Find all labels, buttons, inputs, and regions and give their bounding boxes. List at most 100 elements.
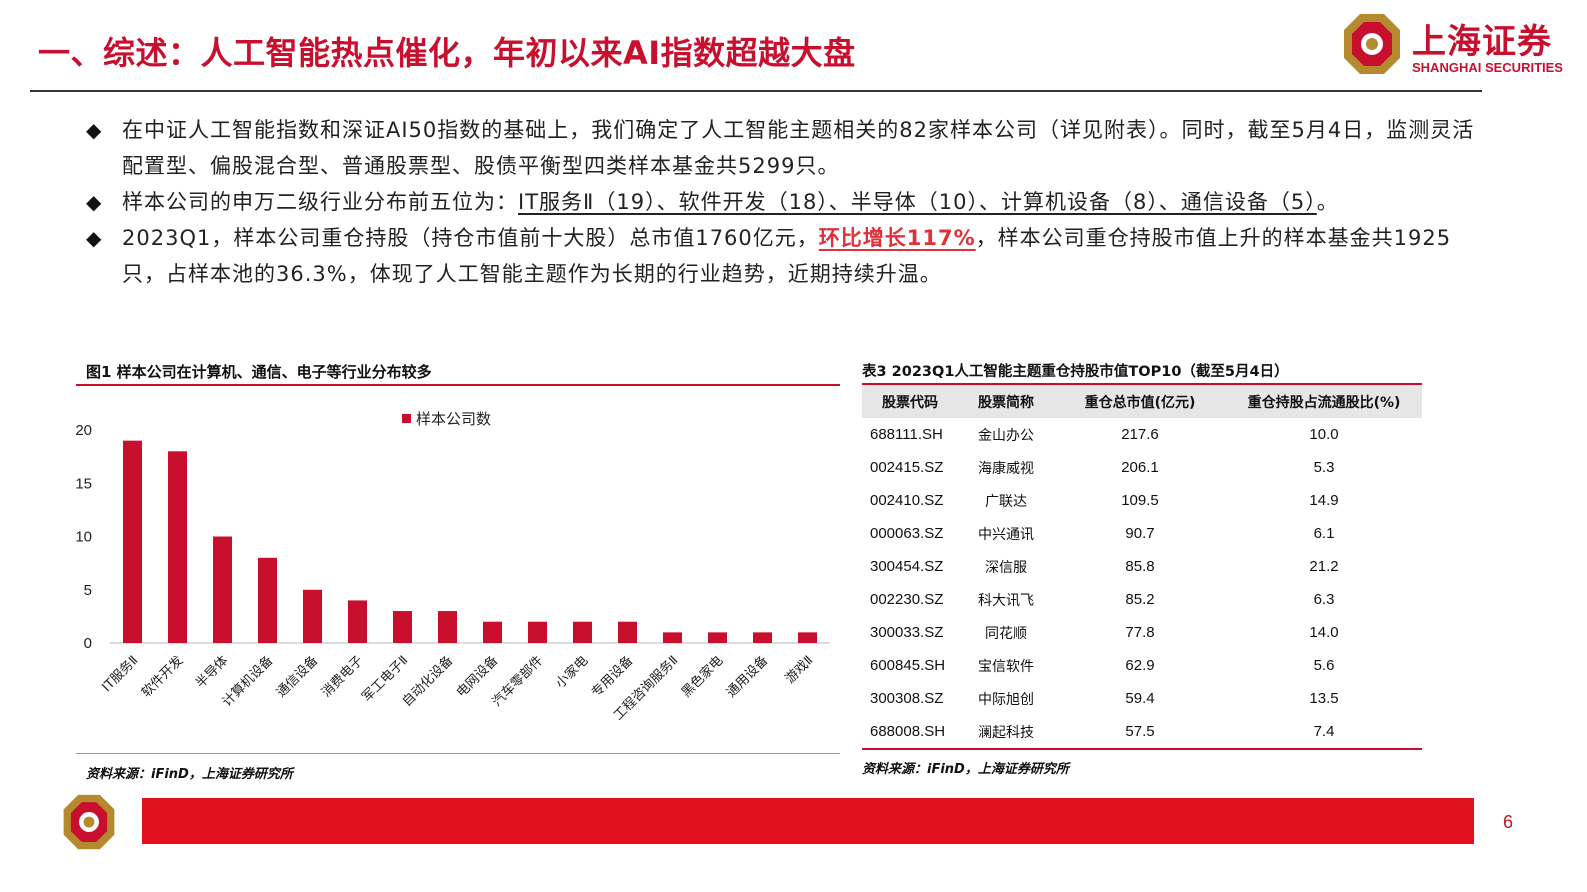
cell-ratio: 6.1 — [1313, 525, 1335, 542]
cell-code: 300454.SZ — [870, 558, 944, 575]
cell-code: 002415.SZ — [870, 459, 944, 476]
cell-ratio: 14.0 — [1309, 624, 1339, 641]
x-tick-label: 游戏Ⅱ — [783, 653, 817, 687]
cell-ratio: 5.6 — [1313, 657, 1335, 674]
bar-12 — [618, 621, 637, 643]
cell-value: 85.2 — [1125, 591, 1155, 608]
cell-name: 科大讯飞 — [978, 592, 1034, 609]
bullet-1-text: 在中证人工智能指数和深证AI50指数的基础上，我们确定了人工智能主题相关的82家… — [122, 118, 1475, 178]
bar-3 — [213, 536, 232, 643]
x-tick-label: 半导体 — [193, 653, 231, 691]
page-number: 6 — [1503, 812, 1514, 832]
footer-logo-icon — [63, 794, 115, 850]
bullet-list: ◆ 在中证人工智能指数和深证AI50指数的基础上，我们确定了人工智能主题相关的8… — [86, 112, 1476, 292]
table-row: 688111.SH 金山办公 217.6 10.0 — [862, 418, 1422, 451]
table-row: 300308.SZ 中际旭创 59.4 13.5 — [862, 682, 1422, 715]
top10-table: 股票代码 股票简称 重仓总市值(亿元) 重仓持股占流通股比(%) 688111.… — [862, 385, 1422, 748]
cell-code: 002410.SZ — [870, 492, 944, 509]
cell-name: 同花顺 — [985, 625, 1027, 642]
cell-name: 海康威视 — [978, 460, 1034, 477]
x-tick-label: 专用设备 — [588, 653, 636, 701]
figure-title: 图1 样本公司在计算机、通信、电子等行业分布较多 — [86, 363, 432, 381]
diamond-bullet-icon: ◆ — [86, 190, 103, 214]
cell-ratio: 13.5 — [1309, 690, 1339, 707]
cell-value: 85.8 — [1125, 558, 1155, 575]
cell-ratio: 5.3 — [1313, 459, 1335, 476]
bullet-2-tail: 。 — [1316, 190, 1339, 214]
cell-name: 中兴通讯 — [978, 526, 1034, 543]
table-row: 002410.SZ 广联达 109.5 14.9 — [862, 484, 1422, 517]
cell-code: 002230.SZ — [870, 591, 944, 608]
header-code: 股票代码 — [862, 385, 958, 418]
x-tick-label: 电网设备 — [453, 653, 501, 701]
bar-8 — [438, 611, 457, 643]
bar-7 — [393, 611, 412, 643]
cell-code: 300033.SZ — [870, 624, 944, 641]
brand-name-en: SHANGHAI SECURITIES — [1412, 60, 1563, 75]
bullet-2-text: 样本公司的申万二级行业分布前五位为： — [122, 190, 518, 214]
y-axis: 0 5 10 15 20 — [75, 422, 92, 652]
brand-name-cn: 上海证券 — [1412, 22, 1552, 62]
table-row: 000063.SZ 中兴通讯 90.7 6.1 — [862, 517, 1422, 550]
table-row: 688008.SH 澜起科技 57.5 7.4 — [862, 715, 1422, 748]
header-name: 股票简称 — [958, 385, 1054, 418]
bullet-item-2: ◆ 样本公司的申万二级行业分布前五位为：IT服务Ⅱ（19）、软件开发（18）、半… — [86, 184, 1476, 220]
y-tick-label: 15 — [75, 475, 92, 492]
bar-6 — [348, 600, 367, 643]
diamond-bullet-icon: ◆ — [86, 226, 103, 250]
cell-ratio: 21.2 — [1309, 558, 1339, 575]
page-title: 一、综述：人工智能热点催化，年初以来AI指数超越大盘 — [38, 34, 856, 72]
bar-13 — [663, 632, 682, 643]
bar-16 — [798, 632, 817, 643]
cell-value: 109.5 — [1121, 492, 1159, 509]
y-tick-label: 20 — [75, 422, 92, 439]
cell-name: 深信服 — [985, 559, 1027, 576]
cell-ratio: 7.4 — [1313, 723, 1335, 740]
cell-value: 59.4 — [1125, 690, 1155, 707]
table-row: 002230.SZ 科大讯飞 85.2 6.3 — [862, 583, 1422, 616]
bar-14 — [708, 632, 727, 643]
cell-value: 62.9 — [1125, 657, 1155, 674]
bar-11 — [573, 621, 592, 643]
cell-value: 77.8 — [1125, 624, 1155, 641]
cell-name: 宝信软件 — [978, 658, 1034, 675]
figure-source: 资料来源：iFinD，上海证券研究所 — [86, 767, 293, 782]
header-value: 重仓总市值(亿元) — [1054, 385, 1226, 418]
bar-15 — [753, 632, 772, 643]
y-tick-label: 10 — [75, 529, 92, 546]
cell-name: 澜起科技 — [978, 724, 1034, 741]
chart-legend: 样本公司数 — [402, 410, 491, 428]
x-tick-label: 通信设备 — [273, 653, 321, 701]
table-row: 300454.SZ 深信服 85.8 21.2 — [862, 550, 1422, 583]
bullet-3-highlight: 环比增长117% — [818, 226, 976, 250]
table-source: 资料来源：iFinD，上海证券研究所 — [862, 762, 1069, 777]
x-tick-label: 软件开发 — [138, 653, 186, 701]
cell-ratio: 6.3 — [1313, 591, 1335, 608]
table-top-rule — [862, 383, 1422, 385]
bullet-3-tail: ，样本公司重仓持股市值上升的样本基金共1925只，占样本池的36.3%，体现了人… — [122, 226, 1452, 286]
figure-bottom-rule — [76, 753, 840, 754]
cell-code: 000063.SZ — [870, 525, 944, 542]
bullet-3-text: 2023Q1，样本公司重仓持股（持仓市值前十大股）总市值1760亿元， — [122, 226, 819, 250]
cell-code: 300308.SZ — [870, 690, 944, 707]
y-tick-label: 0 — [84, 635, 92, 652]
octagon-logo-icon — [1344, 14, 1400, 74]
x-tick-label: 黑色家电 — [678, 653, 726, 701]
figure-top-rule — [76, 384, 840, 386]
footer-bar — [142, 798, 1474, 844]
cell-ratio: 10.0 — [1309, 426, 1339, 443]
bar-group — [123, 440, 817, 643]
bar-4 — [258, 557, 277, 643]
bar-9 — [483, 621, 502, 643]
x-tick-label: IT服务Ⅱ — [99, 653, 142, 696]
cell-ratio: 14.9 — [1309, 492, 1339, 509]
cell-value: 206.1 — [1121, 459, 1159, 476]
cell-value: 217.6 — [1121, 426, 1159, 443]
cell-name: 广联达 — [985, 493, 1027, 510]
table-row: 300033.SZ 同花顺 77.8 14.0 — [862, 616, 1422, 649]
title-divider — [30, 90, 1482, 92]
cell-code: 688008.SH — [870, 723, 946, 740]
bar-5 — [303, 589, 322, 643]
legend-label: 样本公司数 — [416, 410, 491, 428]
